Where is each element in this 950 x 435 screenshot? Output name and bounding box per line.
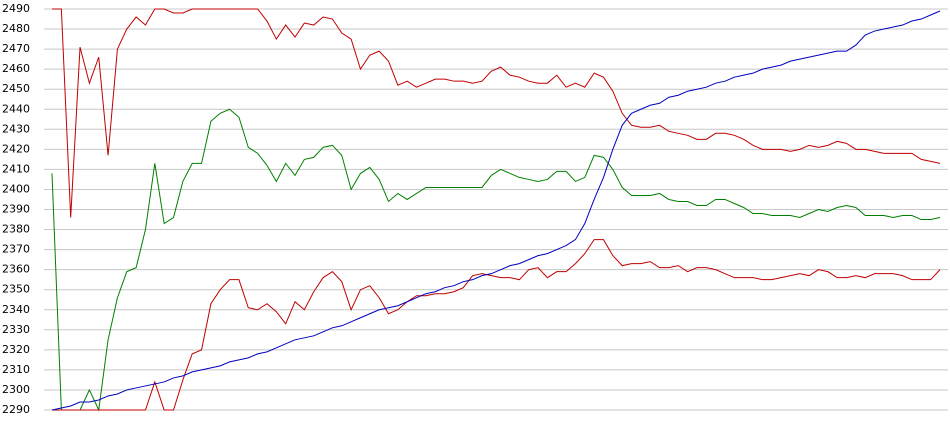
y-tick-label: 2310: [2, 363, 30, 376]
y-tick-label: 2350: [2, 283, 30, 296]
y-tick-label: 2450: [2, 82, 30, 95]
y-tick-label: 2460: [2, 62, 30, 75]
y-tick-label: 2370: [2, 243, 30, 256]
series-line: [51, 108, 941, 412]
y-tick-label: 2290: [2, 403, 30, 416]
series-line: [52, 239, 941, 411]
y-tick-label: 2380: [2, 223, 30, 236]
y-tick-label: 2400: [2, 182, 30, 195]
y-tick-label: 2490: [2, 2, 30, 15]
y-tick-label: 2430: [2, 122, 30, 135]
series-line: [51, 10, 941, 411]
y-tick-label: 2470: [2, 42, 30, 55]
y-tick-label: 2340: [2, 303, 30, 316]
y-tick-label: 2420: [2, 142, 30, 155]
series-line: [52, 8, 941, 218]
y-tick-label: 2390: [2, 203, 30, 216]
y-tick-label: 2300: [2, 383, 30, 396]
y-tick-label: 2480: [2, 22, 30, 35]
y-tick-label: 2320: [2, 343, 30, 356]
y-tick-label: 2330: [2, 323, 30, 336]
y-tick-label: 2410: [2, 162, 30, 175]
y-tick-label: 2360: [2, 263, 30, 276]
y-tick-label: 2440: [2, 102, 30, 115]
